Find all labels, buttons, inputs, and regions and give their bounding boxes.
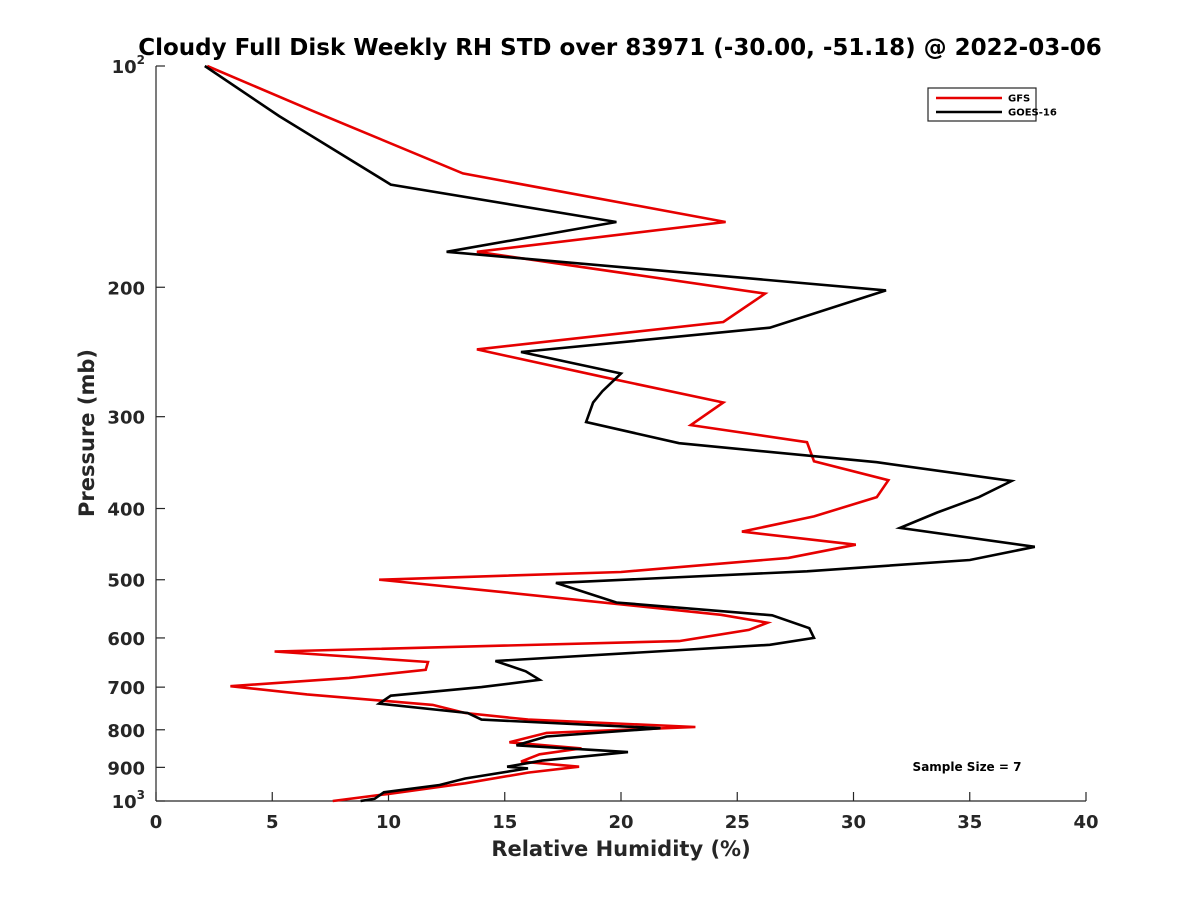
y-tick-label: 800 bbox=[107, 721, 145, 742]
x-tick-label: 10 bbox=[376, 812, 401, 833]
chart-title: Cloudy Full Disk Weekly RH STD over 8397… bbox=[138, 35, 1102, 61]
y-tick-label: 700 bbox=[107, 678, 145, 699]
axes bbox=[155, 66, 1086, 802]
legend-label: GFS bbox=[1008, 94, 1030, 105]
y-tick-label-base: 400 bbox=[107, 500, 145, 521]
y-tick-label-base: 600 bbox=[107, 629, 145, 650]
y-tick-label-base: 10 bbox=[112, 57, 137, 78]
series-line-goes-16 bbox=[204, 64, 1036, 803]
legend: GFS GOES-16 bbox=[927, 87, 1057, 122]
y-tick-label-base: 500 bbox=[107, 571, 145, 592]
y-tick-label: 900 bbox=[107, 758, 145, 779]
y-tick-label: 300 bbox=[107, 408, 145, 429]
series-line-gfs bbox=[206, 64, 891, 803]
y-tick-label: 400 bbox=[107, 500, 145, 521]
y-tick-label-exponent: 2 bbox=[137, 53, 145, 67]
y-tick-label: 500 bbox=[107, 571, 145, 592]
x-tick-label: 30 bbox=[841, 812, 866, 833]
sample-size-annotation: Sample Size = 7 bbox=[913, 760, 1022, 774]
x-tick-label: 40 bbox=[1073, 812, 1098, 833]
x-tick-label: 25 bbox=[725, 812, 750, 833]
y-axis-label: Pressure (mb) bbox=[75, 349, 99, 517]
y-tick-label: 102 bbox=[112, 53, 145, 78]
y-tick-label: 600 bbox=[107, 629, 145, 650]
x-tick-label: 35 bbox=[957, 812, 982, 833]
x-axis-label: Relative Humidity (%) bbox=[491, 837, 750, 861]
legend-label: GOES-16 bbox=[1008, 108, 1057, 119]
x-tick-label: 0 bbox=[150, 812, 163, 833]
series-group bbox=[204, 64, 1036, 803]
legend-box bbox=[927, 87, 1037, 122]
x-ticks: 0 5 10 15 20 25 30 35 40 bbox=[150, 792, 1099, 833]
legend-items: GFS GOES-16 bbox=[936, 94, 1057, 119]
y-tick-label-base: 700 bbox=[107, 678, 145, 699]
x-tick-label: 15 bbox=[492, 812, 517, 833]
y-tick-label: 103 bbox=[112, 788, 145, 813]
x-tick-label: 5 bbox=[266, 812, 279, 833]
x-tick-label: 20 bbox=[608, 812, 633, 833]
y-tick-label-base: 10 bbox=[112, 792, 137, 813]
y-tick-label-base: 800 bbox=[107, 721, 145, 742]
y-tick-label-exponent: 3 bbox=[137, 788, 145, 802]
y-tick-label-base: 300 bbox=[107, 408, 145, 429]
y-tick-label-base: 900 bbox=[107, 758, 145, 779]
y-tick-label-base: 200 bbox=[107, 278, 145, 299]
y-tick-label: 200 bbox=[107, 278, 145, 299]
